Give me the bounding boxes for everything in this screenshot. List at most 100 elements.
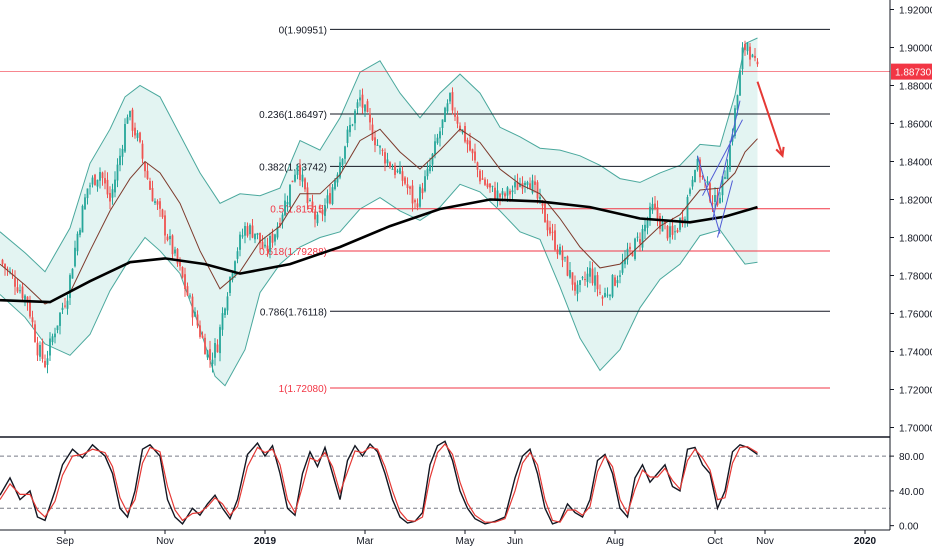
- candle-body[interactable]: [479, 170, 481, 182]
- candle-body[interactable]: [696, 159, 699, 170]
- candle-body[interactable]: [399, 168, 401, 174]
- candle-body[interactable]: [429, 164, 431, 172]
- candle-body[interactable]: [671, 225, 674, 235]
- candle-body[interactable]: [324, 205, 326, 216]
- down-arrow-shaft[interactable]: [756, 81, 784, 157]
- candle-body[interactable]: [644, 224, 646, 232]
- candle-body[interactable]: [216, 344, 219, 353]
- candle-body[interactable]: [76, 233, 79, 252]
- candle-body[interactable]: [209, 349, 211, 361]
- candle-body[interactable]: [434, 141, 436, 155]
- candle-body[interactable]: [109, 193, 111, 202]
- candle-body[interactable]: [534, 181, 536, 185]
- candle-body[interactable]: [654, 203, 656, 209]
- candle-body[interactable]: [686, 197, 689, 222]
- candle-body[interactable]: [104, 178, 106, 184]
- candle-body[interactable]: [611, 275, 614, 297]
- candle-body[interactable]: [331, 187, 334, 204]
- candle-body[interactable]: [621, 262, 624, 273]
- candle-body[interactable]: [544, 203, 546, 223]
- candle-body[interactable]: [546, 220, 549, 231]
- candle-body[interactable]: [679, 218, 681, 230]
- candle-body[interactable]: [169, 236, 171, 240]
- candle-body[interactable]: [586, 273, 589, 282]
- candle-body[interactable]: [549, 227, 551, 234]
- candle-body[interactable]: [614, 277, 616, 286]
- down-arrow-head[interactable]: [775, 146, 785, 158]
- candle-body[interactable]: [39, 345, 41, 357]
- candle-body[interactable]: [351, 124, 354, 126]
- candle-body[interactable]: [751, 54, 754, 58]
- candle-body[interactable]: [739, 70, 741, 96]
- candle-body[interactable]: [139, 132, 141, 142]
- candle-body[interactable]: [54, 333, 56, 338]
- candle-body[interactable]: [274, 234, 276, 242]
- candle-body[interactable]: [451, 92, 454, 111]
- candle-body[interactable]: [199, 325, 201, 337]
- candle-body[interactable]: [236, 251, 239, 259]
- candle-body[interactable]: [609, 295, 611, 297]
- candle-body[interactable]: [259, 232, 261, 244]
- candle-body[interactable]: [4, 263, 6, 269]
- stoch-pane[interactable]: [0, 440, 890, 525]
- candle-body[interactable]: [261, 241, 264, 249]
- candle-body[interactable]: [481, 178, 484, 180]
- candle-body[interactable]: [234, 261, 236, 275]
- candle-body[interactable]: [559, 246, 561, 255]
- candle-body[interactable]: [369, 113, 371, 123]
- candle-body[interactable]: [311, 201, 314, 210]
- candle-body[interactable]: [504, 193, 506, 197]
- candle-body[interactable]: [64, 305, 66, 307]
- candle-body[interactable]: [554, 230, 556, 250]
- candle-body[interactable]: [136, 133, 139, 138]
- candle-body[interactable]: [394, 165, 396, 175]
- candle-body[interactable]: [599, 292, 601, 294]
- candle-body[interactable]: [101, 172, 104, 179]
- candle-body[interactable]: [366, 101, 369, 112]
- candle-body[interactable]: [349, 125, 351, 133]
- bollinger-lower-line[interactable]: [0, 183, 758, 387]
- candle-body[interactable]: [669, 226, 671, 238]
- candle-body[interactable]: [91, 177, 94, 185]
- candle-body[interactable]: [564, 257, 566, 259]
- candle-body[interactable]: [126, 117, 129, 124]
- candle-body[interactable]: [154, 201, 156, 203]
- candle-body[interactable]: [566, 256, 569, 276]
- candle-body[interactable]: [446, 103, 449, 112]
- candle-body[interactable]: [581, 277, 584, 279]
- candle-body[interactable]: [306, 187, 309, 204]
- price-axis[interactable]: 1.92000 1.90000 1.88000 1.86000 1.84000 1.820…: [890, 6, 932, 435]
- candle-body[interactable]: [561, 250, 564, 261]
- time-axis[interactable]: Sep Nov 2019 Mar May Jun Aug Oct Nov 2020: [56, 530, 877, 547]
- candle-body[interactable]: [144, 162, 146, 172]
- candle-body[interactable]: [706, 181, 709, 184]
- candle-body[interactable]: [401, 171, 404, 181]
- candle-body[interactable]: [386, 159, 389, 164]
- candle-body[interactable]: [329, 193, 331, 204]
- bollinger-middle-line[interactable]: [0, 128, 758, 305]
- candle-body[interactable]: [636, 236, 639, 238]
- stoch-series-line[interactable]: [0, 443, 758, 523]
- candle-body[interactable]: [179, 261, 181, 267]
- candle-body[interactable]: [719, 197, 721, 203]
- candle-body[interactable]: [594, 275, 596, 286]
- candle-body[interactable]: [646, 220, 649, 228]
- candle-body[interactable]: [514, 182, 516, 188]
- candle-body[interactable]: [464, 126, 466, 142]
- candle-body[interactable]: [201, 335, 204, 338]
- candle-body[interactable]: [376, 144, 379, 146]
- candle-body[interactable]: [196, 314, 199, 326]
- candle-body[interactable]: [286, 202, 289, 205]
- candle-body[interactable]: [111, 189, 114, 198]
- candle-body[interactable]: [411, 185, 414, 204]
- candle-body[interactable]: [304, 178, 306, 190]
- candle-body[interactable]: [264, 244, 266, 247]
- candle-body[interactable]: [736, 95, 739, 110]
- candle-body[interactable]: [119, 155, 121, 166]
- candle-body[interactable]: [344, 146, 346, 159]
- candle-body[interactable]: [444, 107, 446, 122]
- candle-body[interactable]: [166, 236, 169, 240]
- candle-body[interactable]: [456, 116, 459, 124]
- candle-body[interactable]: [551, 231, 554, 233]
- candle-body[interactable]: [684, 219, 686, 222]
